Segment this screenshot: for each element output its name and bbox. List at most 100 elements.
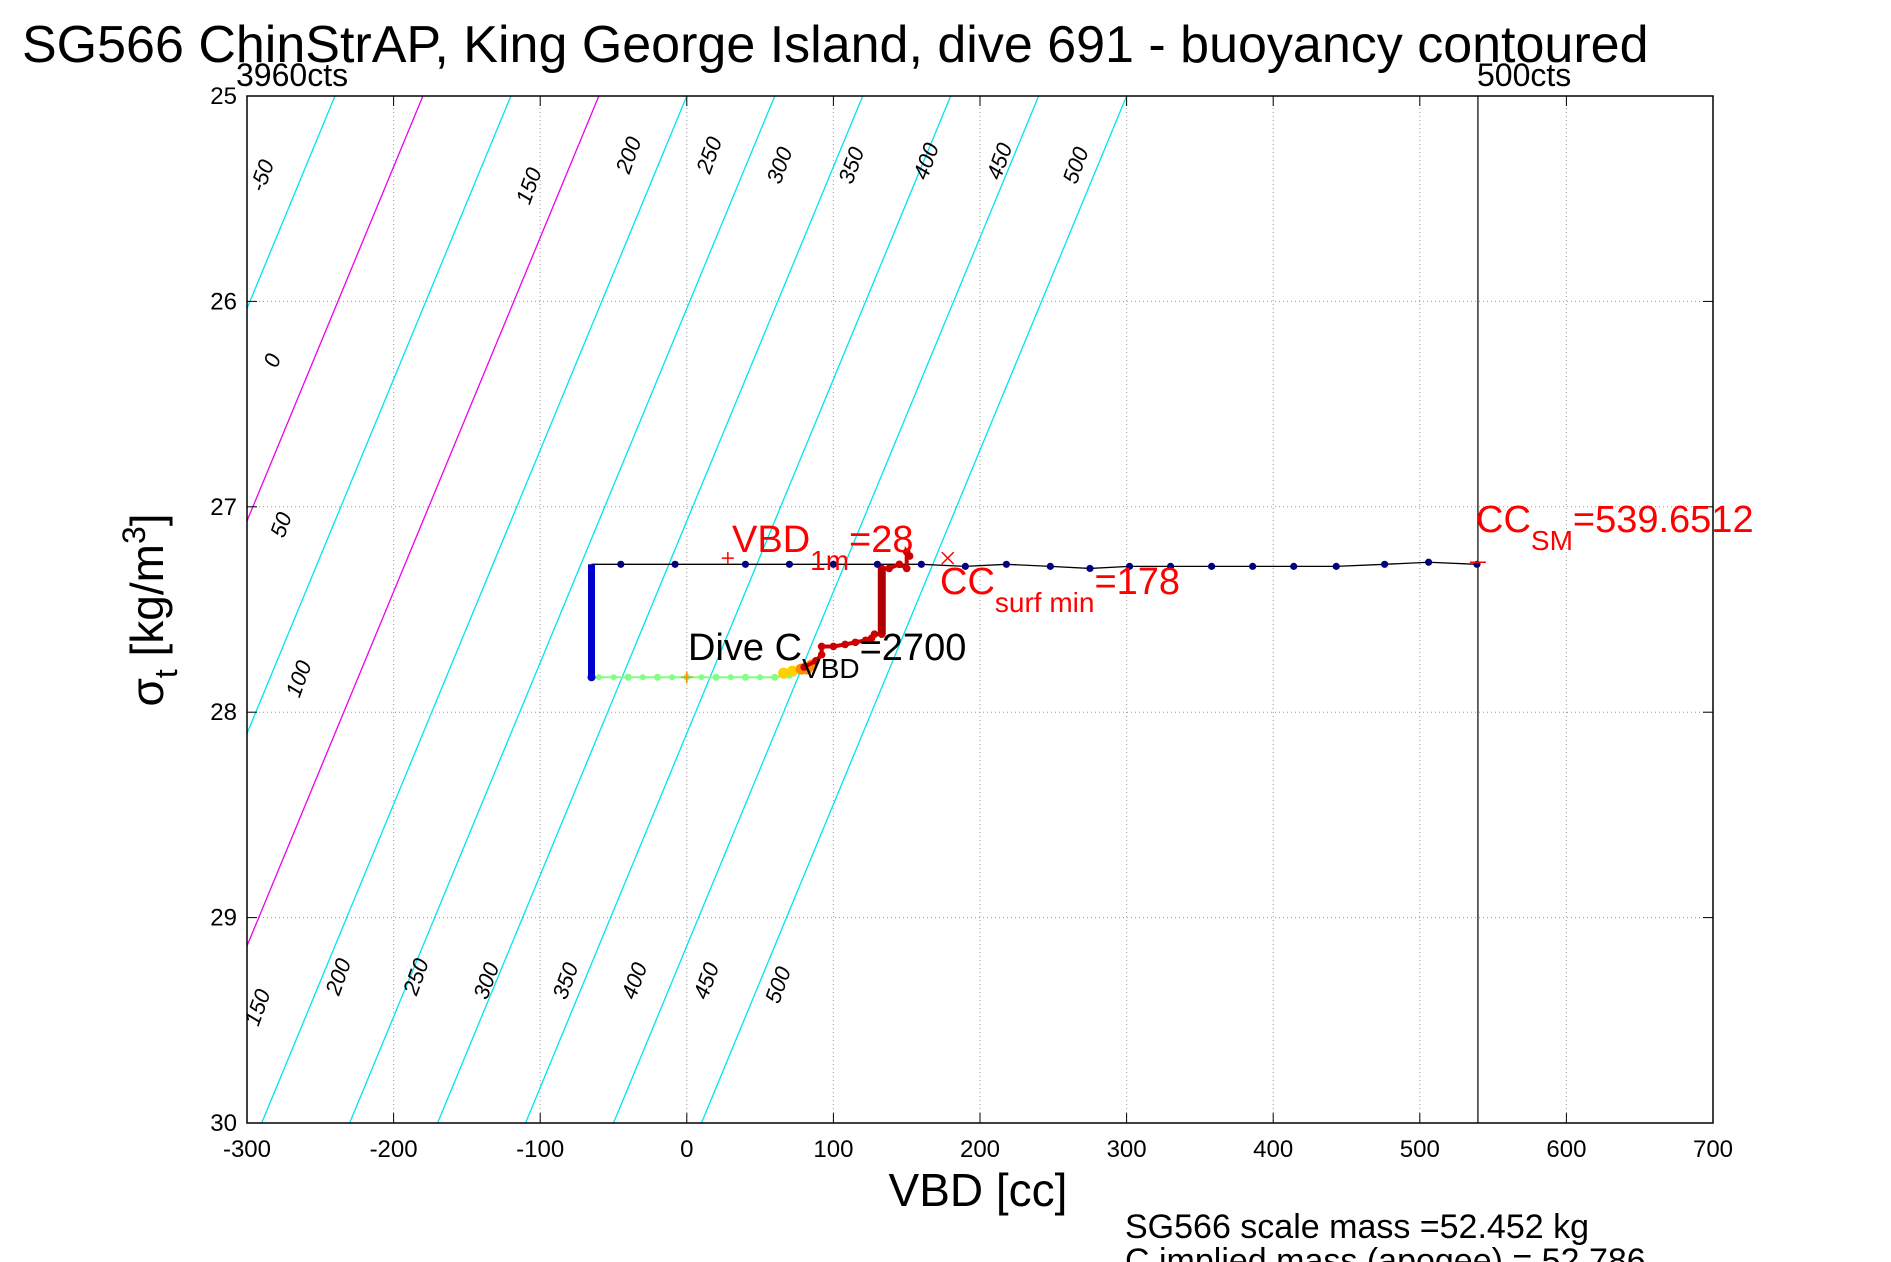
climb-marker — [961, 562, 969, 570]
transition-point — [786, 665, 798, 677]
transition-point — [778, 667, 790, 679]
climb-marker — [1381, 560, 1389, 568]
contour-line-250 — [261, 96, 688, 1123]
annotation-vbd1m: VBD1m=28 — [732, 519, 914, 576]
dive-point-small — [610, 674, 617, 681]
dive-data — [587, 96, 1486, 1123]
ccsm-sub: SM — [1531, 525, 1573, 556]
climb-marker — [1208, 562, 1216, 570]
climb-red-point — [870, 630, 879, 638]
contour-line-300 — [349, 96, 776, 1123]
x-tick-label: 700 — [1693, 1136, 1733, 1163]
contour-line-100 — [247, 96, 424, 523]
dive-point-small — [669, 674, 676, 681]
climb-marker — [1424, 558, 1433, 566]
y-axis-label: σt [kg/m3] — [116, 513, 184, 706]
contour-lines — [247, 96, 1128, 1123]
divec-rest: =2700 — [860, 627, 967, 669]
x-tick-label: 0 — [680, 1136, 693, 1163]
x-tick-label: -200 — [370, 1136, 418, 1163]
climb-marker — [873, 560, 881, 568]
climb-marker — [1002, 560, 1010, 568]
climb-marker — [829, 560, 838, 568]
x-tick-label: 200 — [960, 1136, 1000, 1163]
axis-ticks — [246, 95, 1714, 1124]
climb-red-point — [817, 650, 826, 659]
climb-marker — [1249, 562, 1257, 570]
apogee-point — [587, 673, 596, 682]
divec-sub: VBD — [802, 653, 860, 684]
climb-red-point — [905, 552, 914, 560]
x-tick-label: -100 — [516, 1136, 564, 1163]
x-axis-label: VBD [cc] — [889, 1164, 1068, 1216]
cross-marker-b — [941, 551, 955, 565]
dive-point-small — [771, 674, 778, 681]
y-label-sup: 3 — [116, 526, 152, 544]
climb-red-point — [861, 636, 870, 645]
ccsurf-rest: =178 — [1094, 561, 1180, 603]
contour-line-50 — [247, 96, 336, 311]
x-tick-labels: -300 -200 -100 0 100 200 300 400 500 600 700 — [223, 1136, 1733, 1163]
contour-line-150 — [247, 96, 512, 736]
x-tick-label: -300 — [223, 1136, 271, 1163]
contour-line-400 — [524, 96, 952, 1123]
y-tick-label: 29 — [210, 905, 237, 932]
climb-marker — [1166, 562, 1175, 570]
y-tick-label: 25 — [210, 83, 237, 110]
y-tick-label: 27 — [210, 494, 237, 521]
climb-red-point — [895, 560, 904, 569]
vbd1m-rest: =28 — [849, 519, 913, 561]
dive-point-small — [595, 674, 602, 681]
y-tick-label: 26 — [210, 288, 237, 315]
climb-marker — [1086, 564, 1094, 573]
climb-marker — [1332, 562, 1340, 570]
contour-line-450 — [612, 96, 1040, 1123]
climb-red-point — [829, 642, 838, 651]
annotation-ccsm: CCSM=539.6512 — [1476, 499, 1754, 556]
climb-marker — [741, 560, 750, 568]
y-label-rest: [kg/m — [121, 544, 173, 669]
climb-marker — [1046, 562, 1054, 570]
ccsm-rest: =539.6512 — [1573, 499, 1754, 541]
divec-main: Dive C — [688, 627, 802, 669]
climb-marker — [1125, 562, 1134, 570]
footer-line1: SG566 scale mass =52.452 kg — [1125, 1208, 1589, 1246]
footer-line2: C implied mass (apogee) = 52.786 — [1125, 1242, 1646, 1262]
climb-red-point — [800, 663, 808, 671]
ccsurf-sub: surf min — [995, 587, 1095, 618]
y-label-end: ] — [121, 513, 173, 526]
dive-point-small — [742, 674, 749, 681]
dive-point-small — [727, 674, 734, 681]
dive-point-small — [698, 674, 705, 681]
dive-point-small — [713, 674, 720, 681]
climb-marker — [671, 560, 679, 568]
y-label-sub: t — [148, 669, 184, 678]
y-tick-label: 30 — [210, 1110, 237, 1137]
ccsurf-main: CC — [940, 561, 995, 603]
dive-point-small — [654, 674, 661, 681]
x-tick-label: 100 — [813, 1136, 853, 1163]
climb-red-point — [841, 640, 849, 649]
chart-title: SG566 ChinStrAP, King George Island, div… — [22, 16, 1649, 74]
dive-point-small — [639, 674, 646, 681]
contour-line-350 — [436, 96, 864, 1123]
svg-text:σt [kg/m3]: σt [kg/m3] — [116, 513, 184, 706]
climb-red-point — [902, 564, 911, 573]
vbd1m-sub: 1m — [810, 545, 849, 576]
dive-point-small — [757, 674, 764, 681]
climb-marker — [917, 560, 925, 568]
y-label-main: σ — [121, 678, 173, 706]
annotation-divec: Dive CVBD=2700 — [688, 627, 966, 684]
climb-red-point — [817, 642, 826, 651]
vbd1m-main: VBD — [732, 519, 810, 561]
y-tick-label: 28 — [210, 699, 237, 726]
climb-red-point — [885, 564, 893, 573]
y-tick-labels: 25 26 27 28 29 30 — [210, 83, 237, 1137]
x-tick-label: 300 — [1107, 1136, 1147, 1163]
plot-area — [247, 96, 1713, 1123]
contour-line-500 — [700, 96, 1128, 1123]
climb-marker — [1290, 562, 1298, 570]
dive-point-small — [625, 674, 632, 681]
contour-line-200 — [247, 96, 600, 948]
